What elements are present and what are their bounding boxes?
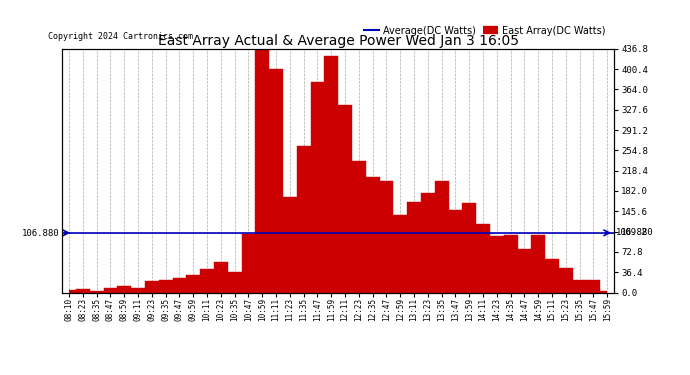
Text: Copyright 2024 Cartronics.com: Copyright 2024 Cartronics.com	[48, 32, 193, 41]
Text: 106.880: 106.880	[615, 228, 653, 237]
Legend: Average(DC Watts), East Array(DC Watts): Average(DC Watts), East Array(DC Watts)	[360, 22, 609, 40]
Title: East Array Actual & Average Power Wed Jan 3 16:05: East Array Actual & Average Power Wed Ja…	[157, 34, 519, 48]
